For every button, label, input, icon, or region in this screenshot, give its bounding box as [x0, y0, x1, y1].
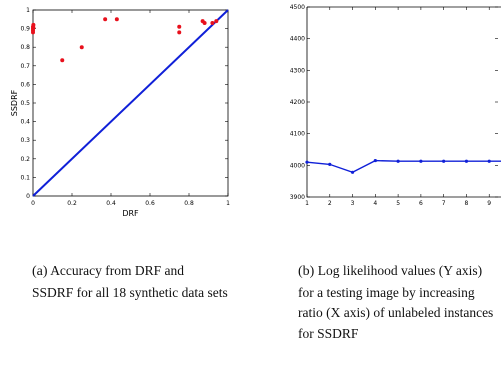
y-tick-label-b: 4200 — [290, 99, 305, 106]
y-tick-label-a: 0.5 — [20, 100, 30, 107]
scatter-chart-a: 0 0.2 0.4 0.6 0.8 1 0 0.1 0.2 0.3 0.4 0.5 0.6 0.7 0.8 0… — [10, 7, 230, 218]
data-point — [114, 17, 119, 22]
x-tick-label-a: 0.2 — [67, 200, 77, 207]
series-point — [373, 158, 377, 163]
series-point — [305, 160, 309, 164]
x-tick-label-b: 3 — [351, 200, 355, 207]
y-tick-label-b: 4400 — [290, 36, 305, 43]
diagonal-reference-line — [32, 9, 229, 197]
axes-frame-b — [306, 7, 501, 198]
data-point — [60, 58, 65, 63]
x-tick-label-b: 5 — [396, 200, 400, 207]
y-tick-label-b: 3900 — [290, 194, 305, 201]
y-tick-label-b: 4500 — [290, 4, 305, 11]
data-point — [177, 24, 182, 29]
x-tick-label-b: 9 — [487, 200, 491, 207]
data-point — [214, 19, 219, 24]
y-tick-label-a: 1 — [26, 7, 30, 14]
line-chart-b: 123456789103900400041004200430044004500 — [290, 4, 501, 207]
x-axis-label-a: DRF — [122, 209, 139, 218]
x-tick-label-b: 4 — [373, 200, 377, 207]
x-tick-label-b: 7 — [442, 200, 446, 207]
y-tick-label-a: 0.9 — [20, 26, 30, 33]
series-point — [350, 170, 355, 174]
x-tick-label-b: 1 — [305, 200, 309, 207]
caption-b-text: Log likelihood values (Y axis) for a tes… — [298, 263, 494, 341]
data-point — [103, 17, 108, 22]
x-tick-label-a: 0.4 — [106, 200, 116, 207]
x-tick-label-a: 0.8 — [184, 200, 194, 207]
data-point — [31, 25, 36, 30]
caption-a-tag: (a) — [32, 264, 48, 279]
data-point — [31, 22, 36, 27]
x-tick-label-b: 8 — [465, 200, 469, 207]
y-tick-label-a: 0.3 — [20, 137, 30, 144]
y-tick-label-a: 0 — [26, 193, 30, 200]
y-tick-label-b: 4100 — [290, 131, 305, 138]
caption-a: (a) Accuracy from DRF and SSDRF for all … — [32, 261, 228, 303]
data-point — [202, 21, 207, 26]
y-tick-label-a: 0.8 — [20, 44, 30, 51]
x-tick-label-a: 1 — [226, 200, 230, 207]
y-tick-label-a: 0.4 — [20, 119, 30, 126]
y-tick-label-b: 4300 — [290, 67, 305, 74]
x-tick-label-a: 0 — [31, 200, 35, 207]
series-point — [396, 159, 400, 163]
series-line — [306, 159, 501, 174]
data-point — [79, 45, 84, 50]
data-point — [177, 30, 182, 35]
x-tick-label-b: 2 — [328, 200, 332, 207]
y-tick-label-a: 0.6 — [20, 81, 30, 88]
y-tick-label-a: 0.2 — [20, 156, 30, 163]
y-tick-label-b: 4000 — [290, 162, 305, 169]
x-tick-label-b: 6 — [419, 200, 423, 207]
x-tick-label-a: 0.6 — [145, 200, 155, 207]
data-point — [31, 30, 35, 35]
y-tick-label-a: 0.7 — [20, 63, 30, 70]
caption-b-tag: (b) — [298, 264, 315, 279]
y-axis-label-a: SSDRF — [10, 89, 19, 116]
caption-a-text: Accuracy from DRF and SSDRF for all 18 s… — [32, 263, 228, 300]
series-point — [487, 159, 491, 163]
caption-b: (b) Log likelihood values (Y axis) for a… — [298, 261, 498, 344]
series-point — [464, 159, 469, 163]
y-tick-label-a: 0.1 — [20, 174, 30, 181]
series-point — [419, 159, 423, 163]
data-point — [210, 21, 215, 26]
series-point — [442, 159, 446, 163]
series-point — [328, 162, 332, 166]
